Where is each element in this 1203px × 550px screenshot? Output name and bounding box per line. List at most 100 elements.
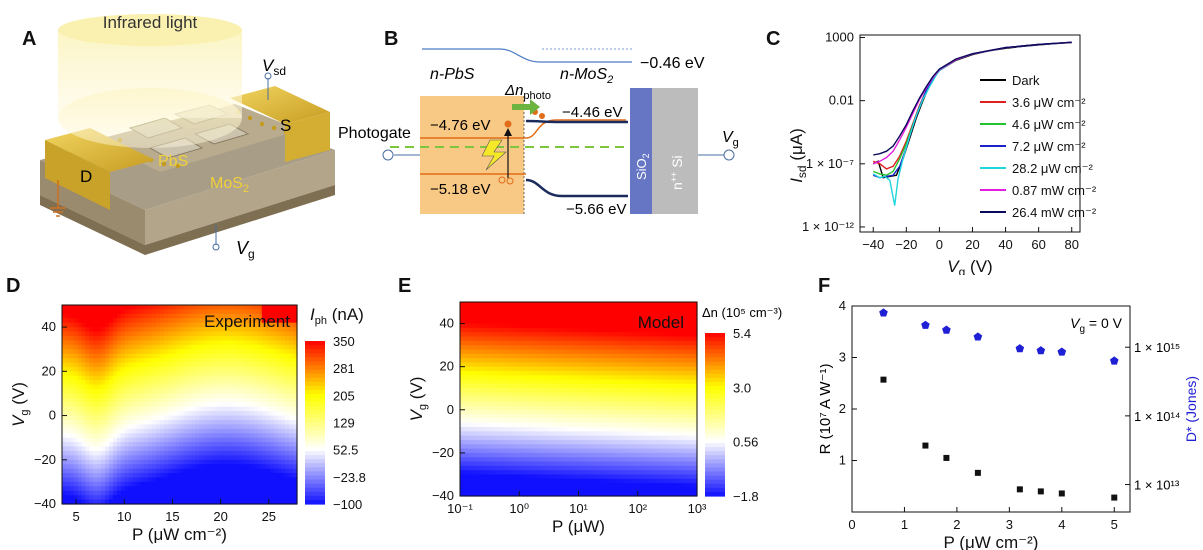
heatmap-cell	[491, 332, 497, 338]
heatmap-cell	[562, 439, 568, 445]
heatmap-cell	[621, 491, 627, 497]
heatmap-cell	[535, 478, 540, 484]
heatmap-cell	[586, 461, 591, 467]
heatmap-cell	[226, 305, 232, 311]
heatmap-cell	[242, 464, 247, 470]
heatmap-cell	[574, 439, 580, 445]
heatmap-cell	[546, 302, 552, 307]
heatmap-cell	[77, 490, 83, 496]
heatmap-cell	[586, 353, 591, 359]
heatmap-cell	[77, 340, 83, 346]
y-tick-label: 1000	[825, 30, 854, 45]
heatmap-cell	[89, 446, 94, 452]
heatmap-cell	[487, 314, 493, 320]
heatmap-cell	[289, 366, 294, 372]
heatmap-cell	[460, 349, 465, 355]
heatmap-cell	[566, 483, 572, 488]
heatmap-cell	[93, 455, 98, 461]
heatmap-cell	[562, 358, 568, 363]
heatmap-cell	[156, 397, 161, 403]
heatmap-cell	[132, 389, 138, 395]
heatmap-cell	[261, 331, 267, 337]
heatmap-cell	[535, 345, 540, 351]
heatmap-cell	[187, 305, 192, 311]
heatmap-cell	[546, 340, 552, 346]
heatmap-cell	[289, 468, 294, 474]
heatmap-cell	[483, 379, 489, 385]
heatmap-cell	[109, 477, 114, 483]
heatmap-cell	[148, 340, 153, 346]
heatmap-cell	[471, 336, 477, 342]
heatmap-cell	[610, 302, 615, 307]
heatmap-cell	[535, 353, 540, 359]
heatmap-cell	[159, 446, 165, 452]
heatmap-cell	[156, 322, 161, 328]
heatmap-cell	[69, 322, 75, 328]
heatmap-cell	[511, 336, 516, 342]
heatmap-cell	[69, 481, 75, 487]
heatmap-cell	[269, 331, 275, 337]
heatmap-cell	[269, 437, 275, 443]
heatmap-cell	[641, 375, 647, 381]
heatmap-cell	[281, 459, 286, 465]
heatmap-cell	[594, 409, 599, 415]
heatmap-cell	[531, 314, 536, 320]
heatmap-cell	[590, 327, 595, 333]
heatmap-cell	[81, 477, 87, 483]
heatmap-cell	[69, 366, 75, 372]
heatmap-cell	[230, 389, 235, 395]
heatmap-cell	[515, 448, 520, 454]
heatmap-cell	[503, 388, 508, 394]
heatmap-cell	[132, 366, 138, 372]
heatmap-cell	[570, 332, 576, 338]
panel-a-label: A	[22, 28, 37, 50]
heatmap-cell	[159, 442, 165, 448]
heatmap-cell	[191, 442, 196, 448]
heatmap-cell	[156, 366, 161, 372]
heatmap-cell	[199, 344, 204, 350]
heatmap-cell	[265, 305, 271, 311]
heatmap-cell	[77, 402, 83, 408]
heatmap-cell	[542, 409, 548, 415]
heatmap-cell	[527, 340, 532, 346]
heatmap-cell	[479, 483, 485, 488]
heatmap-cell	[159, 327, 165, 333]
heatmap-cell	[289, 490, 294, 496]
heatmap-cell	[586, 431, 591, 437]
heatmap-cell	[602, 345, 607, 351]
heatmap-cell	[273, 335, 279, 341]
heatmap-cell	[582, 362, 587, 368]
heatmap-cell	[101, 481, 106, 487]
heatmap-cell	[471, 461, 477, 467]
heatmap-cell	[179, 335, 185, 341]
heatmap-cell	[226, 402, 232, 408]
heatmap-cell	[199, 305, 204, 311]
heatmap-cell	[109, 490, 114, 496]
ground-icon	[50, 180, 66, 217]
heatmap-cell	[73, 349, 79, 355]
heatmap-cell	[285, 402, 290, 408]
heatmap-cell	[159, 499, 165, 505]
heatmap-cell	[101, 446, 106, 452]
heatmap-cell	[152, 459, 157, 465]
heatmap-cell	[606, 435, 611, 441]
heatmap-cell	[637, 358, 643, 363]
heatmap-cell	[550, 323, 556, 329]
heatmap-cell	[195, 309, 200, 315]
heatmap-cell	[527, 401, 532, 407]
heatmap-cell	[163, 446, 169, 452]
heatmap-cell	[210, 486, 216, 492]
heatmap-cell	[140, 415, 145, 421]
heatmap-cell	[144, 393, 149, 399]
heatmap-cell	[93, 464, 98, 470]
heatmap-cell	[614, 370, 619, 376]
heatmap-cell	[199, 340, 204, 346]
heatmap-cell	[515, 474, 520, 480]
heatmap-cell	[148, 499, 153, 505]
heatmap-cell	[85, 486, 91, 492]
heatmap-cell	[558, 302, 564, 307]
heatmap-cell	[156, 459, 161, 465]
heatmap-cell	[112, 402, 118, 408]
heatmap-cell	[253, 358, 259, 364]
heatmap-cell	[112, 313, 118, 319]
